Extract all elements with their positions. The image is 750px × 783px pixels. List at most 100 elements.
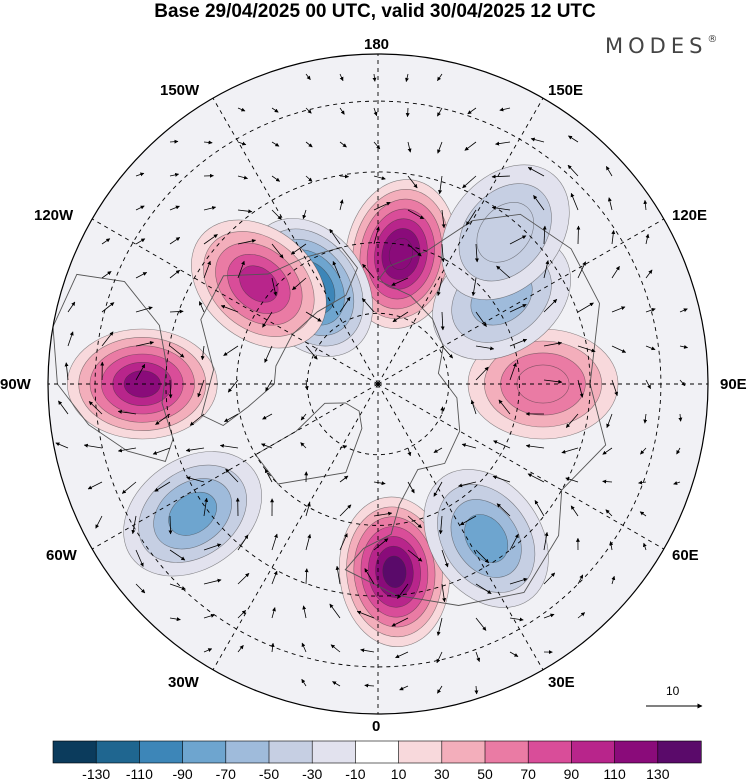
wind-vector — [135, 583, 146, 594]
wind-vector — [577, 345, 596, 353]
wind-vector — [300, 442, 307, 449]
colorbar-segment — [139, 740, 184, 764]
colorbar-segment — [95, 740, 140, 764]
wind-vector — [576, 225, 581, 245]
wind-vector — [461, 443, 477, 449]
lon-label-0: 0 — [372, 718, 381, 735]
wind-vector — [673, 481, 681, 485]
wind-vector — [117, 409, 137, 415]
wind-vector — [364, 683, 375, 688]
anomaly-contour — [464, 514, 509, 563]
wind-vector — [605, 509, 613, 517]
wind-vector — [493, 440, 511, 449]
wind-vector — [271, 141, 280, 147]
wind-vector — [83, 443, 103, 449]
wind-vector — [437, 685, 443, 694]
wind-vector — [302, 605, 307, 619]
wind-vector — [271, 533, 278, 551]
wind-vector — [169, 309, 184, 314]
wind-vector — [433, 447, 443, 453]
wind-vector — [639, 511, 647, 517]
coastline — [200, 246, 359, 427]
colorbar-tick-label: -70 — [215, 766, 236, 782]
wind-vector — [101, 238, 111, 245]
wind-vector — [611, 265, 620, 279]
wind-vector — [290, 243, 307, 255]
wind-vector — [373, 511, 393, 517]
wind-vector — [391, 617, 409, 627]
wind-vector — [302, 209, 307, 220]
wind-vector — [577, 612, 586, 619]
wind-vector — [459, 515, 477, 526]
wind-vector — [332, 681, 341, 687]
wind-vector — [169, 237, 181, 245]
wind-vector — [676, 447, 681, 455]
wind-vector — [436, 617, 443, 636]
colorbar-tick-label: -90 — [172, 766, 193, 782]
lon-label-120w: 120W — [34, 207, 74, 224]
wind-vector — [570, 505, 579, 517]
wind-vector — [471, 277, 477, 297]
wind-vector — [373, 107, 378, 117]
colorbar-segment — [441, 740, 486, 764]
wind-vector — [441, 583, 447, 603]
wind-vector — [640, 447, 647, 455]
wind-vector — [495, 141, 511, 146]
meridian-line — [377, 383, 665, 550]
wind-vector — [199, 301, 205, 313]
wind-vector — [509, 235, 527, 245]
meridian-line — [91, 218, 379, 385]
wind-vector — [203, 206, 217, 211]
wind-vector — [527, 167, 545, 177]
wind-vector — [437, 73, 443, 82]
wind-vector — [436, 651, 443, 664]
wind-vector — [399, 685, 409, 691]
wind-vector — [441, 549, 449, 568]
meridian-line — [377, 383, 544, 671]
wind-vector — [135, 363, 146, 381]
wind-vector — [645, 233, 650, 245]
wind-vector — [509, 304, 527, 313]
wind-vector — [467, 107, 477, 115]
wind-vector — [611, 230, 616, 245]
wind-vector — [678, 413, 683, 422]
wind-vector — [169, 269, 181, 279]
wind-vector — [237, 141, 247, 146]
wind-vector — [543, 531, 549, 551]
wind-vector — [397, 583, 409, 599]
wind-vector — [169, 345, 185, 358]
anomaly-contour — [476, 202, 534, 263]
latitude-circle — [165, 171, 591, 597]
colorbar-segment — [398, 740, 443, 764]
wind-vector — [220, 305, 239, 313]
wind-vector — [407, 243, 422, 257]
wind-vector — [237, 209, 253, 214]
latitude-circle — [236, 242, 520, 526]
colorbar-segment — [527, 740, 573, 764]
wind-vector — [642, 542, 647, 551]
lon-label-30w: 30W — [168, 674, 199, 691]
colorbar-tick-label: 90 — [563, 766, 580, 782]
wind-vector — [203, 613, 215, 619]
wind-vector — [543, 379, 563, 384]
wind-vector — [458, 481, 477, 488]
wind-vector — [362, 263, 375, 279]
wind-vector — [438, 515, 443, 535]
colorbar-segment — [225, 740, 270, 764]
wind-vector — [58, 400, 69, 415]
wind-vector — [577, 302, 594, 313]
wind-vector — [237, 644, 244, 653]
lon-label-90e: 90E — [720, 376, 747, 393]
wind-vector — [465, 209, 477, 226]
wind-vector — [606, 413, 613, 428]
wind-vector — [475, 583, 492, 594]
wind-vector — [121, 481, 137, 494]
wind-vector — [169, 583, 186, 590]
wind-vector — [169, 205, 180, 211]
wind-vector — [339, 174, 349, 179]
wind-vector — [462, 175, 477, 189]
vector-scale-label: 10 — [666, 684, 680, 698]
wind-vector — [391, 277, 409, 286]
